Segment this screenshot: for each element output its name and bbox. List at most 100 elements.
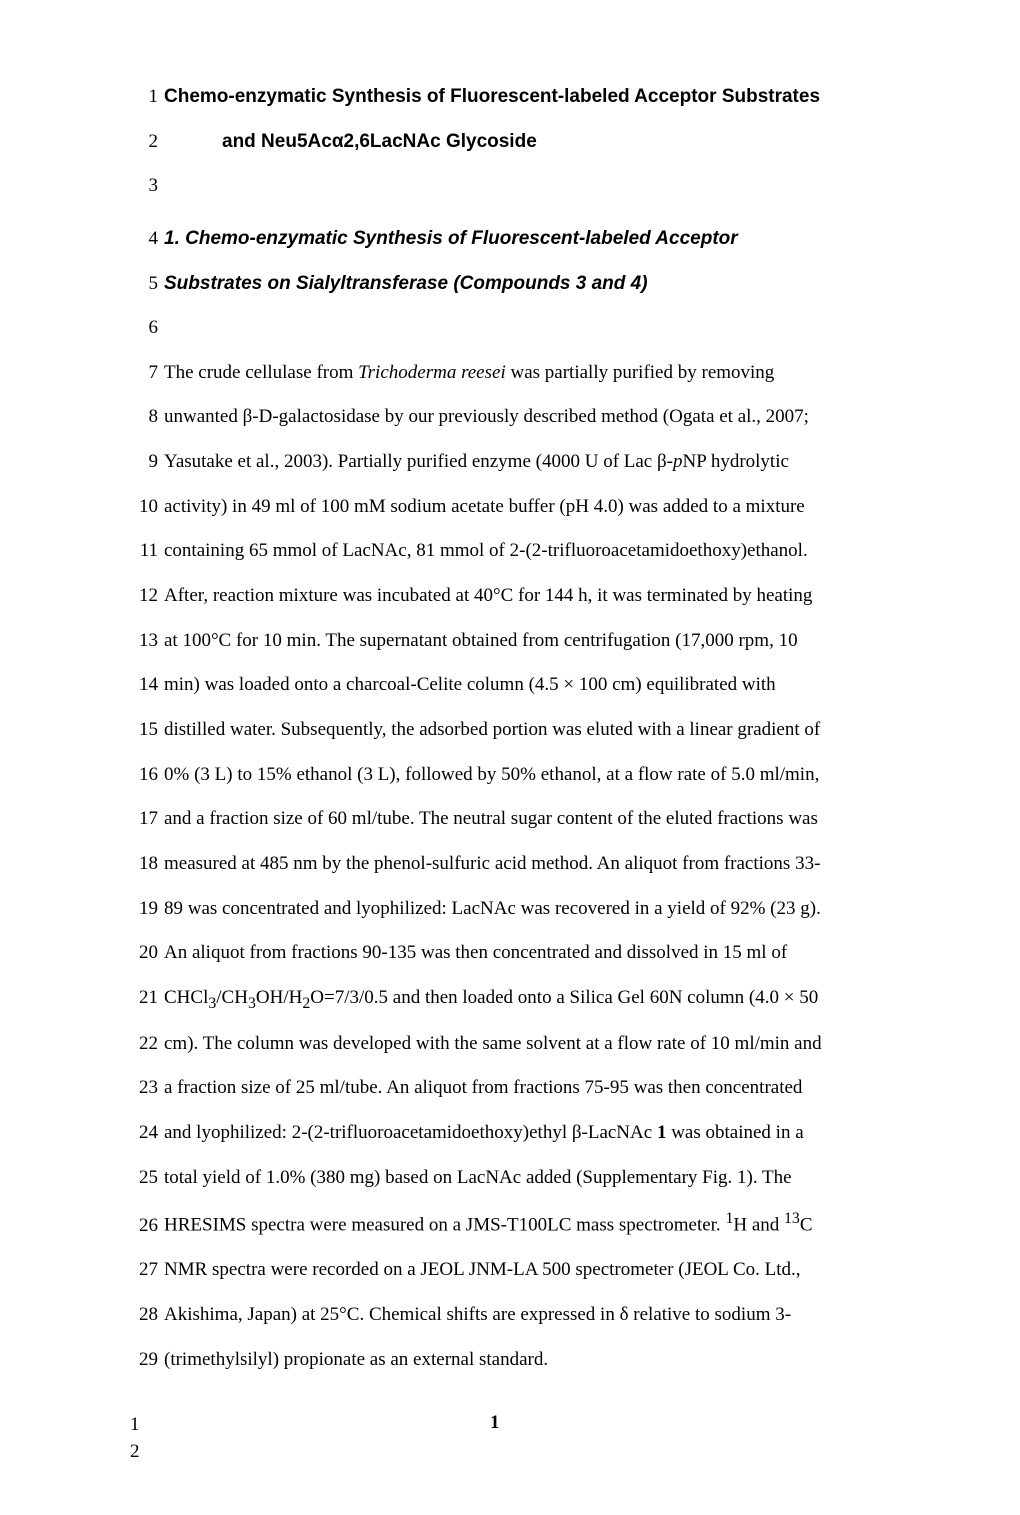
body-line: 16 0% (3 L) to 15% ethanol (3 L), follow…	[130, 753, 910, 798]
compound-number: 1	[657, 1122, 667, 1143]
text-fragment: was partially purified by removing	[506, 362, 775, 383]
body-line: 12 After, reaction mixture was incubated…	[130, 574, 910, 619]
body-line: 19 89 was concentrated and lyophilized: …	[130, 887, 910, 932]
section-title: Substrates on Sialyltransferase (Compoun…	[164, 262, 910, 307]
body-line: 23 a fraction size of 25 ml/tube. An ali…	[130, 1066, 910, 1111]
subscript: 3	[248, 995, 256, 1012]
body-text: activity) in 49 ml of 100 mM sodium acet…	[164, 485, 910, 530]
line-number: 24	[130, 1111, 158, 1156]
body-line: 17 and a fraction size of 60 ml/tube. Th…	[130, 797, 910, 842]
text-fragment: H and	[733, 1215, 784, 1236]
title-text: and Neu5Acα2,6LacNAc Glycoside	[164, 120, 910, 165]
section-heading-block: 4 1. Chemo-enzymatic Synthesis of Fluore…	[130, 217, 910, 351]
line-number: 21	[130, 976, 158, 1021]
body-text: 89 was concentrated and lyophilized: Lac…	[164, 887, 910, 932]
text-fragment: O=7/3/0.5 and then loaded onto a Silica …	[310, 987, 818, 1008]
body-line: 21 CHCl3/CH3OH/H2O=7/3/0.5 and then load…	[130, 976, 910, 1022]
body-line: 22 cm). The column was developed with th…	[130, 1022, 910, 1067]
text-fragment: /CH	[216, 987, 248, 1008]
document-title-block: 1 Chemo-enzymatic Synthesis of Fluoresce…	[130, 75, 910, 209]
text-fragment: and Neu5Ac	[222, 131, 332, 152]
body-line: 20 An aliquot from fractions 90-135 was …	[130, 931, 910, 976]
text-fragment: unwanted β-	[164, 406, 259, 427]
line-number: 19	[130, 887, 158, 932]
line-number: 9	[130, 440, 158, 485]
blank-line: 3	[130, 164, 910, 209]
body-line: 27 NMR spectra were recorded on a JEOL J…	[130, 1248, 910, 1293]
body-text: The crude cellulase from Trichoderma ree…	[164, 351, 910, 396]
body-text: total yield of 1.0% (380 mg) based on La…	[164, 1156, 910, 1201]
line-number: 16	[130, 753, 158, 798]
footer-line-numbers: 1 2	[130, 1412, 140, 1465]
text-fragment: -galactosidase by our previously describ…	[272, 406, 809, 427]
title-text: Chemo-enzymatic Synthesis of Fluorescent…	[164, 75, 910, 120]
body-text: and a fraction size of 60 ml/tube. The n…	[164, 797, 910, 842]
species-name: Trichoderma reesei	[358, 362, 506, 383]
text-fragment: was obtained in a	[666, 1122, 803, 1143]
line-number: 7	[130, 351, 158, 396]
body-text: unwanted β-D-galactosidase by our previo…	[164, 395, 910, 440]
title-line-1: 1 Chemo-enzymatic Synthesis of Fluoresce…	[130, 75, 910, 120]
text-fragment: HRESIMS spectra were measured on a JMS-T…	[164, 1215, 725, 1236]
body-text: distilled water. Subsequently, the adsor…	[164, 708, 910, 753]
page-footer: 1 2 1	[130, 1412, 910, 1465]
body-line: 28 Akishima, Japan) at 25°C. Chemical sh…	[130, 1293, 910, 1338]
line-number: 28	[130, 1293, 158, 1338]
body-line: 8 unwanted β-D-galactosidase by our prev…	[130, 395, 910, 440]
line-number: 13	[130, 619, 158, 664]
line-number: 18	[130, 842, 158, 887]
body-text: min) was loaded onto a charcoal-Celite c…	[164, 663, 910, 708]
line-number: 29	[130, 1338, 158, 1383]
body-text: Akishima, Japan) at 25°C. Chemical shift…	[164, 1293, 910, 1338]
line-number: 8	[130, 395, 158, 440]
line-number: 3	[130, 164, 158, 209]
body-text: CHCl3/CH3OH/H2O=7/3/0.5 and then loaded …	[164, 976, 910, 1022]
line-number: 23	[130, 1066, 158, 1111]
page-number: 1	[140, 1412, 911, 1434]
body-text: Yasutake et al., 2003). Partially purifi…	[164, 440, 910, 485]
line-number: 20	[130, 931, 158, 976]
small-caps: D	[259, 406, 273, 427]
body-text: After, reaction mixture was incubated at…	[164, 574, 910, 619]
line-number: 27	[130, 1248, 158, 1293]
greek-alpha: α	[332, 131, 344, 152]
line-number: 11	[130, 529, 158, 574]
line-number: 12	[130, 574, 158, 619]
superscript: 13	[784, 1210, 800, 1227]
body-line: 7 The crude cellulase from Trichoderma r…	[130, 351, 910, 396]
line-number: 17	[130, 797, 158, 842]
body-text: (trimethylsilyl) propionate as an extern…	[164, 1338, 910, 1383]
line-number: 5	[130, 262, 158, 307]
body-line: 15 distilled water. Subsequently, the ad…	[130, 708, 910, 753]
line-number: 10	[130, 485, 158, 530]
text-fragment: NP hydrolytic	[682, 451, 788, 472]
body-line: 26 HRESIMS spectra were measured on a JM…	[130, 1200, 910, 1248]
text-fragment: CHCl	[164, 987, 208, 1008]
line-number: 4	[130, 217, 158, 262]
line-number: 2	[130, 120, 158, 165]
body-line: 29 (trimethylsilyl) propionate as an ext…	[130, 1338, 910, 1383]
text-fragment: OH/H	[256, 987, 302, 1008]
body-line: 25 total yield of 1.0% (380 mg) based on…	[130, 1156, 910, 1201]
text-fragment: C	[800, 1215, 813, 1236]
line-number: 26	[130, 1204, 158, 1249]
body-line: 10 activity) in 49 ml of 100 mM sodium a…	[130, 485, 910, 530]
body-text: at 100°C for 10 min. The supernatant obt…	[164, 619, 910, 664]
line-number: 6	[130, 306, 158, 351]
line-number: 1	[130, 75, 158, 120]
body-text: NMR spectra were recorded on a JEOL JNM-…	[164, 1248, 910, 1293]
section-line-2: 5 Substrates on Sialyltransferase (Compo…	[130, 262, 910, 307]
body-text: cm). The column was developed with the s…	[164, 1022, 910, 1067]
body-line: 18 measured at 485 nm by the phenol-sulf…	[130, 842, 910, 887]
body-text: measured at 485 nm by the phenol-sulfuri…	[164, 842, 910, 887]
body-line: 14 min) was loaded onto a charcoal-Celit…	[130, 663, 910, 708]
body-text: HRESIMS spectra were measured on a JMS-T…	[164, 1200, 910, 1248]
title-line-2: 2 and Neu5Acα2,6LacNAc Glycoside	[130, 120, 910, 165]
text-fragment: The crude cellulase from	[164, 362, 358, 383]
text-fragment: Yasutake et al., 2003). Partially purifi…	[164, 451, 673, 472]
body-line: 11 containing 65 mmol of LacNAc, 81 mmol…	[130, 529, 910, 574]
body-text: a fraction size of 25 ml/tube. An aliquo…	[164, 1066, 910, 1111]
body-text: 0% (3 L) to 15% ethanol (3 L), followed …	[164, 753, 910, 798]
text-fragment: and lyophilized: 2-(2-trifluoroacetamido…	[164, 1122, 657, 1143]
body-text: and lyophilized: 2-(2-trifluoroacetamido…	[164, 1111, 910, 1156]
